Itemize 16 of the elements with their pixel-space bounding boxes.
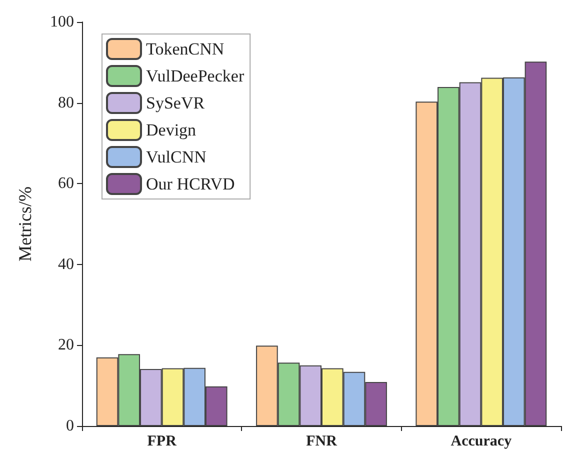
legend-label: TokenCNN: [146, 40, 224, 58]
legend-label: Our HCRVD: [146, 174, 235, 194]
y-axis-title: Metrics/%: [15, 186, 35, 262]
legend-label: SySeVR: [146, 94, 206, 112]
x-tick-label: FNR: [306, 434, 338, 450]
y-tick-label: 40: [58, 256, 74, 273]
y-tick-label: 60: [58, 175, 74, 192]
y-tick-label: 80: [58, 94, 74, 112]
y-tick-label: 100: [50, 14, 74, 30]
y-tick-label: 0: [66, 418, 74, 434]
y-tick-label: 20: [58, 336, 74, 354]
x-tick-label: FPR: [147, 434, 177, 450]
legend-label: VulCNN: [146, 148, 206, 166]
legend-label: VulDeePecker: [146, 66, 244, 86]
legend-label: Devign: [146, 120, 197, 140]
x-tick-label: Accuracy: [450, 434, 512, 450]
